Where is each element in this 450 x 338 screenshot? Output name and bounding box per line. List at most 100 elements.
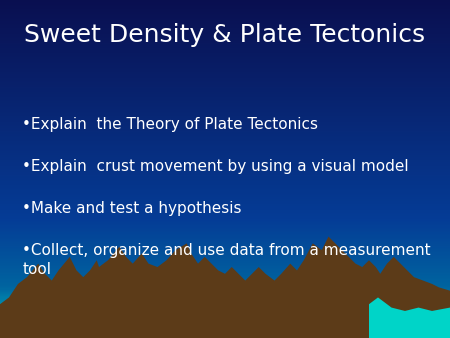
Bar	[0, 223, 450, 224]
Bar	[0, 268, 450, 269]
Bar	[0, 94, 450, 96]
Bar	[0, 328, 450, 329]
Bar	[0, 100, 450, 101]
Bar	[0, 162, 450, 163]
Bar	[0, 110, 450, 112]
Bar	[0, 259, 450, 260]
Bar	[0, 278, 450, 280]
Bar	[0, 56, 450, 57]
Bar	[0, 267, 450, 268]
Bar	[0, 55, 450, 56]
Bar	[0, 34, 450, 36]
Bar	[0, 246, 450, 248]
Bar	[0, 263, 450, 265]
Bar	[0, 252, 450, 254]
Bar	[0, 284, 450, 285]
Bar	[0, 4, 450, 6]
Bar	[0, 146, 450, 148]
Bar	[0, 137, 450, 139]
Bar	[0, 294, 450, 295]
Bar	[0, 260, 450, 261]
Bar	[0, 300, 450, 302]
Bar	[0, 93, 450, 95]
Bar	[0, 311, 450, 312]
Bar	[0, 270, 450, 271]
Bar	[0, 121, 450, 123]
Bar	[0, 141, 450, 142]
Bar	[0, 179, 450, 180]
Bar	[0, 158, 450, 159]
Bar	[0, 247, 450, 249]
Bar	[0, 213, 450, 214]
Bar	[0, 323, 450, 324]
Bar	[0, 97, 450, 98]
Bar	[0, 288, 450, 290]
Bar	[0, 321, 450, 322]
Bar	[0, 297, 450, 298]
Bar	[0, 329, 450, 330]
Text: •Explain  the Theory of Plate Tectonics: •Explain the Theory of Plate Tectonics	[22, 117, 319, 131]
Bar	[0, 168, 450, 169]
Bar	[0, 156, 450, 158]
Bar	[0, 47, 450, 48]
Bar	[0, 132, 450, 134]
Bar	[0, 192, 450, 194]
Bar	[0, 62, 450, 63]
Bar	[0, 26, 450, 27]
Bar	[0, 225, 450, 226]
Bar	[0, 40, 450, 42]
Bar	[0, 46, 450, 47]
Bar	[0, 99, 450, 100]
Bar	[0, 103, 450, 105]
Bar	[0, 239, 450, 240]
Bar	[0, 41, 450, 43]
Bar	[0, 327, 450, 328]
Bar	[0, 23, 450, 25]
Bar	[0, 32, 450, 34]
Bar	[0, 28, 450, 29]
Bar	[0, 310, 450, 311]
Bar	[0, 295, 450, 296]
Bar	[0, 196, 450, 197]
Bar	[0, 335, 450, 337]
Bar	[0, 169, 450, 170]
Bar	[0, 153, 450, 154]
Text: •Collect, organize and use data from a measurement
tool: •Collect, organize and use data from a m…	[22, 243, 431, 277]
Bar	[0, 63, 450, 64]
Bar	[0, 138, 450, 140]
Bar	[0, 59, 450, 61]
Bar	[0, 304, 450, 305]
Bar	[0, 142, 450, 143]
Bar	[0, 45, 450, 46]
Bar	[0, 71, 450, 72]
Bar	[0, 299, 450, 301]
Bar	[0, 174, 450, 176]
Bar	[0, 124, 450, 125]
Bar	[0, 31, 450, 33]
Bar	[0, 125, 450, 126]
Bar	[0, 182, 450, 184]
Bar	[0, 159, 450, 160]
Bar	[0, 258, 450, 259]
Bar	[0, 253, 450, 255]
Bar	[0, 18, 450, 19]
Bar	[0, 280, 450, 282]
Bar	[0, 222, 450, 223]
Bar	[0, 314, 450, 315]
Bar	[0, 14, 450, 16]
Bar	[0, 303, 450, 304]
Bar	[0, 291, 450, 293]
Bar	[0, 67, 450, 69]
Bar	[0, 279, 450, 281]
Bar	[0, 92, 450, 94]
Bar	[0, 12, 450, 14]
Bar	[0, 234, 450, 236]
Bar	[0, 17, 450, 18]
Bar	[0, 5, 450, 7]
Bar	[0, 185, 450, 186]
Bar	[0, 89, 450, 90]
Bar	[0, 51, 450, 53]
Bar	[0, 301, 450, 303]
Bar	[0, 49, 450, 51]
Bar	[0, 53, 450, 54]
